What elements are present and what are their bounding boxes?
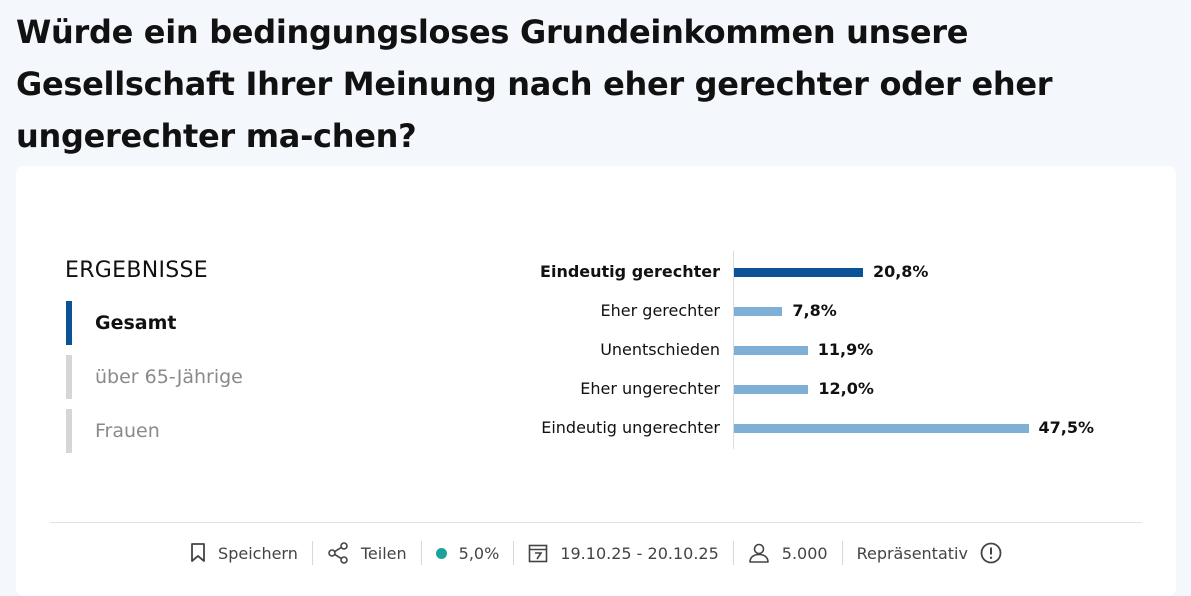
tab-label: Gesamt — [95, 312, 177, 334]
tab-indicator — [66, 301, 72, 345]
chart-row: Eher ungerechter 12,0% — [16, 379, 1176, 399]
share-icon — [328, 542, 348, 564]
sample-size-value: 5.000 — [781, 543, 828, 563]
info-icon — [980, 542, 1002, 564]
value-label: 12,0% — [818, 379, 874, 398]
tab-gesamt[interactable]: Gesamt — [66, 301, 386, 345]
chart-row: Eindeutig ungerechter 47,5% — [16, 418, 1176, 438]
tab-frauen[interactable]: Frauen — [66, 409, 386, 453]
bar-mark — [734, 307, 783, 316]
category-label: Eher ungerechter — [580, 379, 720, 398]
representative-label: Repräsentativ — [856, 543, 968, 563]
page-title: Würde ein bedingungsloses Grundeinkommen… — [16, 13, 1053, 155]
category-label: Eher gerechter — [600, 301, 720, 320]
bar-mark — [734, 268, 863, 277]
sample-size: 5.000 — [734, 540, 842, 566]
value-label: 11,9% — [817, 340, 874, 359]
value-label: 7,8% — [792, 301, 837, 320]
share-label: Teilen — [360, 543, 407, 563]
chart-row: Unentschieden 11,9% — [16, 340, 1176, 360]
category-label: Eindeutig ungerechter — [541, 418, 720, 437]
tab-ueber-65[interactable]: über 65-Jährige — [66, 355, 386, 399]
footer-separator — [841, 541, 843, 565]
chart-axis-line — [733, 251, 734, 449]
save-button[interactable]: Speichern — [176, 540, 312, 566]
bar-mark — [734, 424, 1029, 433]
category-label: Unentschieden — [600, 340, 720, 359]
date-range: 19.10.25 - 20.10.25 — [560, 543, 719, 563]
footer-bar: Speichern Teilen 5,0% 19.10.25 - 20.10.2… — [16, 536, 1176, 570]
footer-separator — [311, 541, 313, 565]
status-dot-icon — [435, 547, 447, 559]
chart-row: Eindeutig gerechter 20,8% — [16, 262, 1176, 282]
footer-separator — [732, 541, 734, 565]
bar-mark — [734, 346, 808, 355]
category-label: Eindeutig gerechter — [540, 262, 720, 281]
footer-separator — [420, 541, 422, 565]
tab-indicator — [66, 409, 72, 453]
tab-label: Frauen — [95, 420, 160, 442]
tab-indicator — [66, 355, 72, 399]
bar-chart: Eindeutig gerechter 20,8% Eher gerechter 7,… — [16, 166, 1176, 496]
survey-period: 19.10.25 - 20.10.25 — [514, 540, 732, 566]
margin-of-error: 5,0% — [422, 540, 514, 566]
margin-of-error-value: 5,0% — [458, 543, 500, 563]
bookmark-icon — [191, 543, 205, 562]
save-label: Speichern — [218, 543, 298, 563]
footer-separator — [513, 541, 515, 565]
person-icon — [748, 543, 769, 563]
bar-mark — [734, 385, 809, 394]
footer-divider — [50, 522, 1142, 523]
calendar-icon — [529, 544, 548, 563]
value-label: 47,5% — [1038, 418, 1095, 437]
results-card: ERGEBNISSE Gesamt über 65-Jährige Frauen… — [16, 166, 1176, 596]
results-heading: ERGEBNISSE — [65, 258, 209, 283]
representative-info[interactable]: Repräsentativ — [843, 540, 1016, 566]
tab-label: über 65-Jährige — [95, 366, 243, 388]
value-label: 20,8% — [872, 262, 929, 281]
chart-row: Eher gerechter 7,8% — [16, 301, 1176, 321]
share-button[interactable]: Teilen — [313, 540, 421, 566]
